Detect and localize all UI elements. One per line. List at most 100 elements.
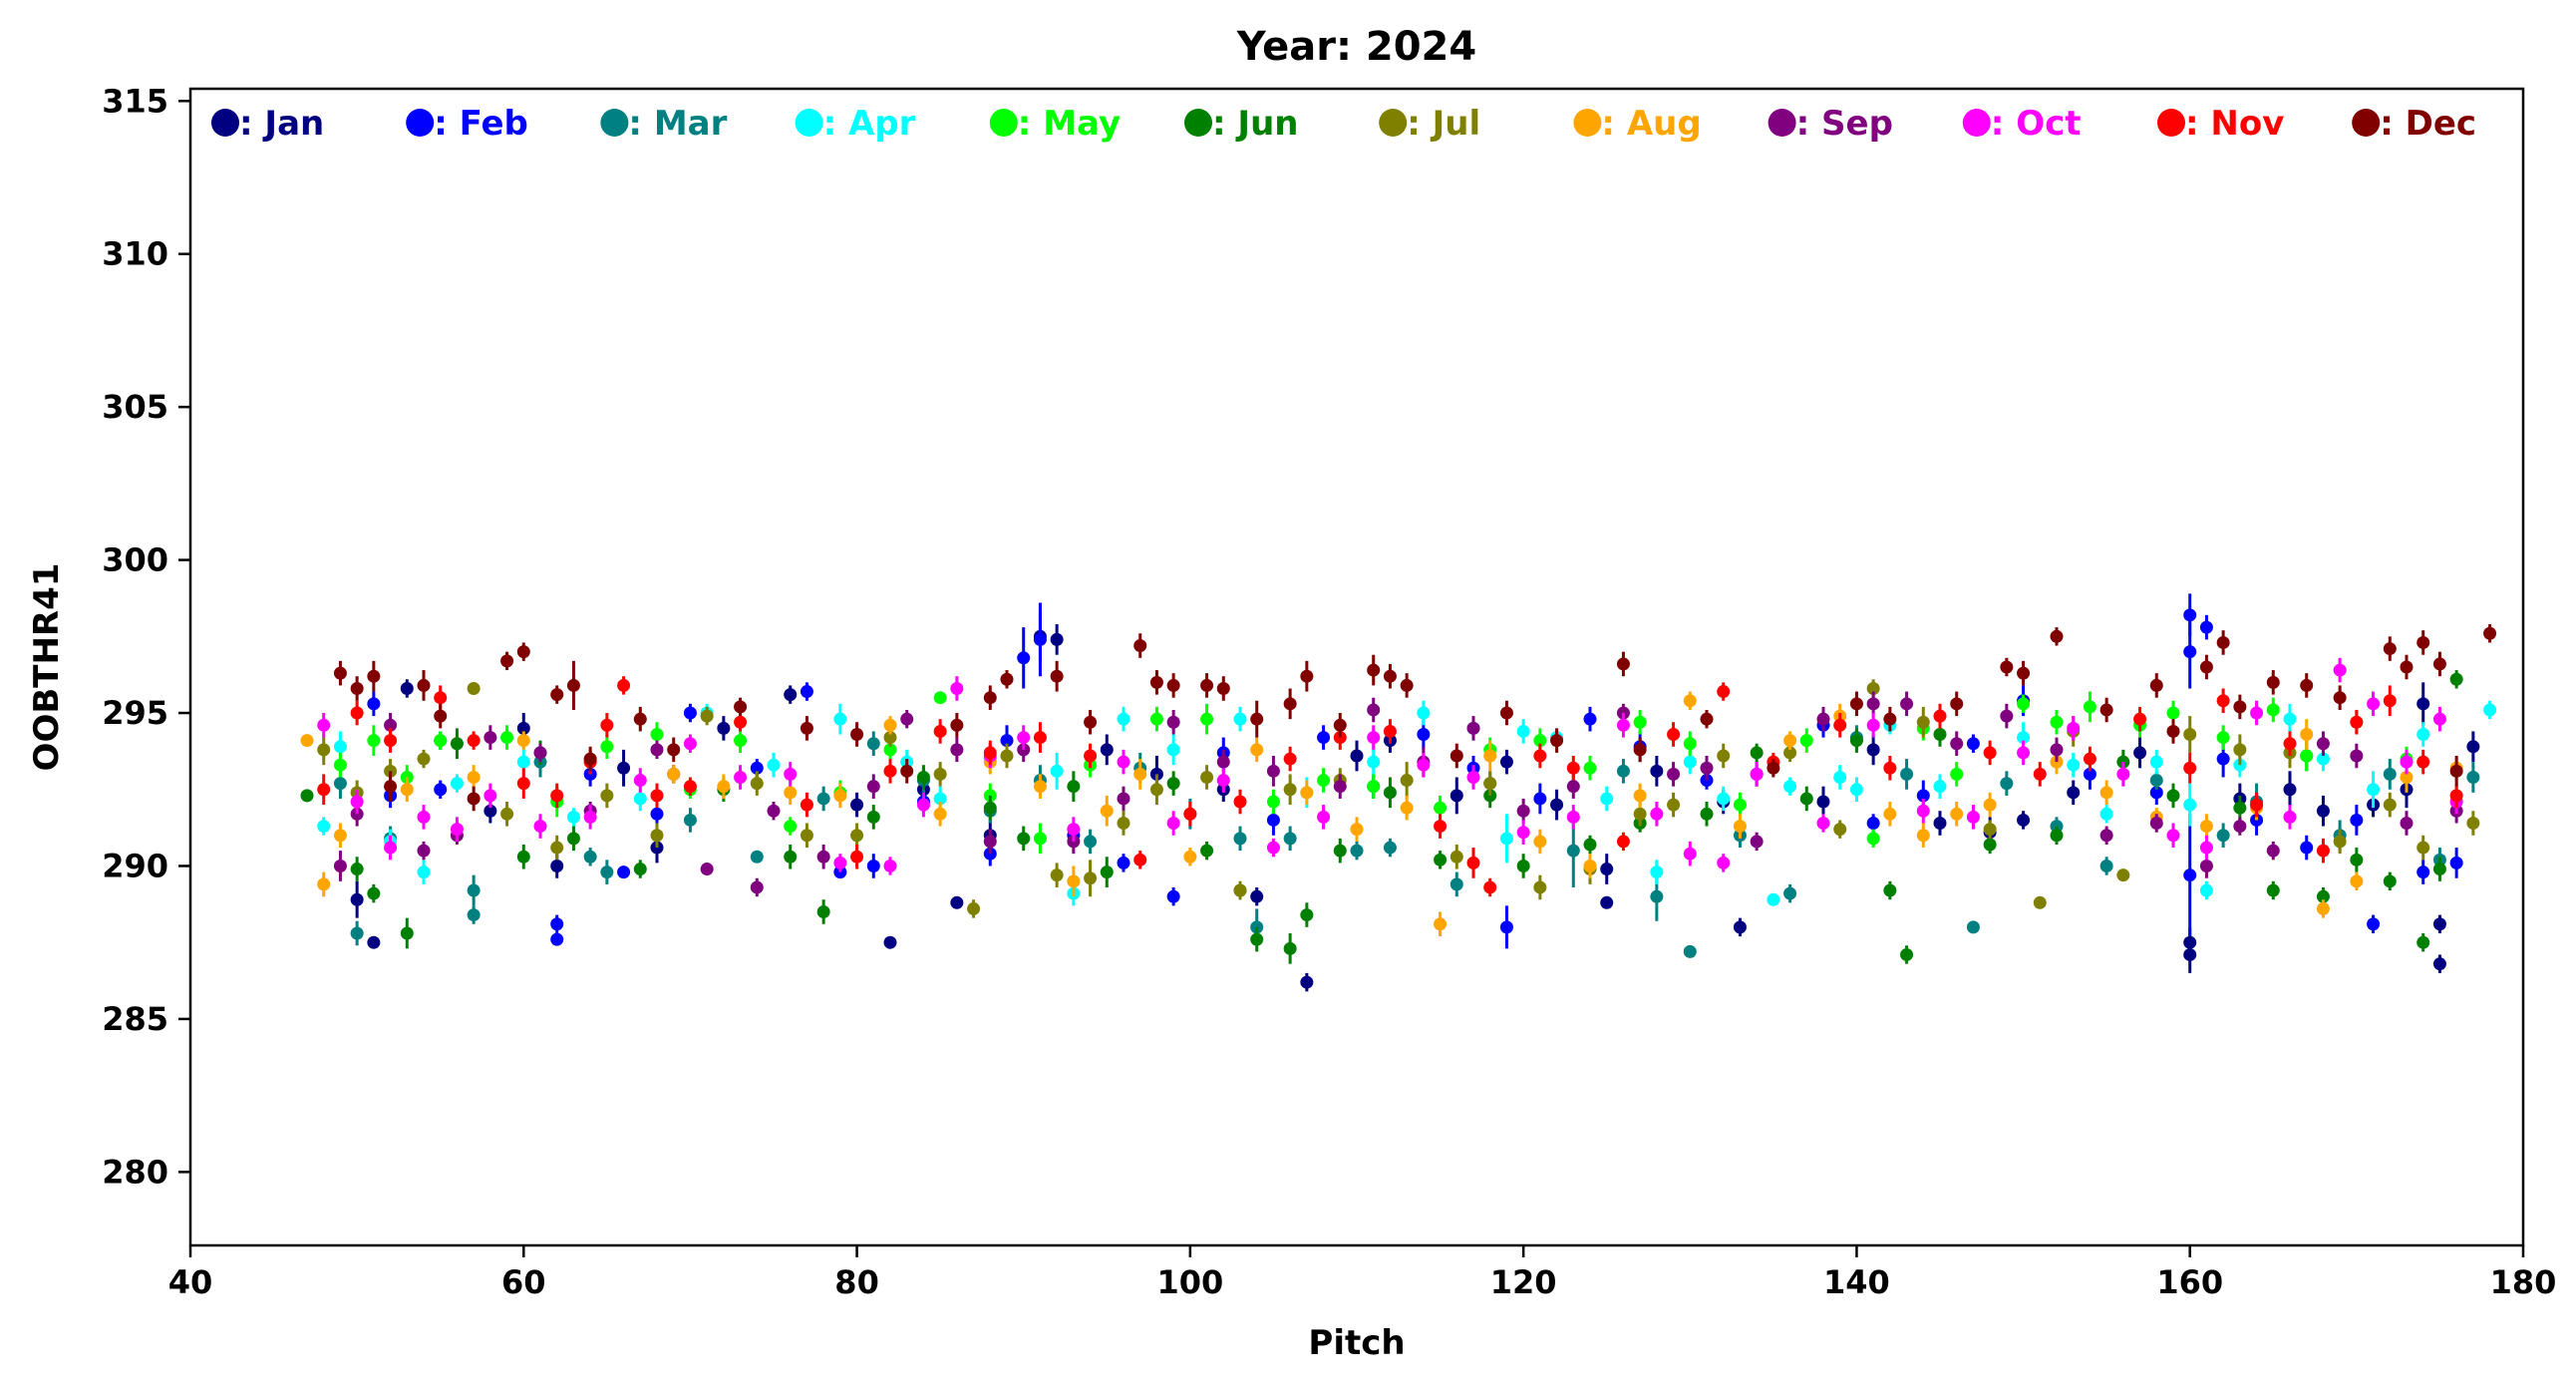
data-point	[916, 798, 930, 812]
data-point	[2400, 660, 2414, 674]
data-point	[317, 877, 331, 891]
data-point	[1383, 841, 1397, 855]
data-point	[1050, 868, 1064, 882]
data-point	[317, 783, 331, 797]
x-axis-title: Pitch	[1308, 1323, 1405, 1363]
data-point	[2449, 764, 2463, 778]
data-point	[850, 798, 864, 812]
data-point	[1950, 767, 1964, 781]
y-tick-label: 280	[102, 1153, 168, 1191]
data-point	[883, 859, 897, 872]
data-point	[2000, 660, 2014, 674]
data-point	[784, 820, 798, 834]
data-point	[2166, 789, 2180, 803]
data-point	[1250, 889, 1264, 903]
data-point	[983, 746, 997, 760]
data-point	[750, 880, 764, 894]
x-tick-label: 160	[2156, 1263, 2223, 1301]
data-point	[2199, 620, 2213, 634]
data-point	[933, 691, 947, 705]
data-point	[850, 829, 864, 843]
data-point	[2133, 712, 2147, 726]
data-point	[483, 789, 497, 803]
data-point	[2400, 755, 2414, 769]
data-point	[1100, 743, 1114, 757]
legend-item: : Mar	[600, 104, 728, 144]
data-point	[750, 850, 764, 864]
data-point	[2116, 767, 2130, 781]
data-point	[2367, 783, 2381, 797]
data-point	[350, 681, 364, 695]
data-point	[583, 752, 597, 766]
data-point	[1700, 807, 1714, 821]
legend-marker	[795, 109, 823, 137]
data-point	[2266, 844, 2280, 858]
data-point	[2216, 731, 2230, 745]
data-point	[2316, 844, 2330, 858]
data-point	[2216, 635, 2230, 649]
plot-frame	[188, 87, 2525, 1247]
data-point	[2199, 841, 2213, 855]
data-point	[850, 728, 864, 742]
data-point	[1916, 829, 1930, 843]
data-point	[1434, 801, 1448, 815]
data-point	[1866, 743, 1880, 757]
data-point	[883, 764, 897, 778]
data-point	[2233, 820, 2247, 834]
data-point	[1333, 780, 1347, 794]
data-point	[2033, 895, 2047, 909]
series-may	[333, 691, 2463, 855]
data-point	[2333, 691, 2347, 705]
data-point	[583, 850, 597, 864]
data-point	[1516, 859, 1530, 872]
data-point	[1533, 835, 1547, 849]
data-point	[2017, 813, 2031, 827]
legend-item: : Apr	[795, 104, 916, 144]
data-point	[1117, 856, 1130, 869]
data-point	[1566, 844, 1580, 858]
data-point	[1117, 792, 1130, 806]
data-point	[933, 767, 947, 781]
data-point	[2283, 712, 2297, 726]
data-point	[384, 718, 398, 732]
data-point	[1533, 749, 1547, 763]
legend-marker	[2157, 109, 2185, 137]
data-point	[1783, 886, 1797, 900]
series-sep	[333, 691, 2463, 897]
data-point	[866, 859, 880, 872]
data-point	[1383, 669, 1397, 683]
series-jun	[300, 670, 2463, 964]
data-point	[1667, 728, 1681, 742]
data-point	[367, 886, 381, 900]
data-point	[2449, 789, 2463, 803]
data-point	[417, 678, 431, 692]
data-point	[2466, 740, 2480, 754]
legend-label: : Apr	[823, 104, 916, 144]
data-point	[1683, 944, 1697, 958]
data-point	[2083, 700, 2096, 714]
data-point	[1983, 798, 1997, 812]
data-point	[350, 706, 364, 720]
data-point	[1067, 874, 1081, 888]
data-point	[1117, 755, 1130, 769]
data-point	[566, 832, 580, 846]
data-point	[2333, 663, 2347, 677]
data-point	[1200, 844, 1214, 858]
data-point	[1566, 780, 1580, 794]
data-point	[1533, 880, 1547, 894]
data-point	[1183, 850, 1197, 864]
data-point	[1149, 783, 1163, 797]
data-point	[1333, 718, 1347, 732]
data-point	[2449, 672, 2463, 686]
data-point	[1050, 632, 1064, 646]
data-point	[1966, 810, 1980, 824]
data-point	[2250, 706, 2264, 720]
data-point	[1000, 749, 1014, 763]
data-point	[333, 829, 347, 843]
legend-marker	[406, 109, 435, 137]
data-point	[1717, 792, 1731, 806]
data-point	[500, 731, 514, 745]
data-point	[1733, 920, 1747, 934]
legend-label: : Mar	[628, 104, 727, 144]
data-point	[883, 935, 897, 949]
